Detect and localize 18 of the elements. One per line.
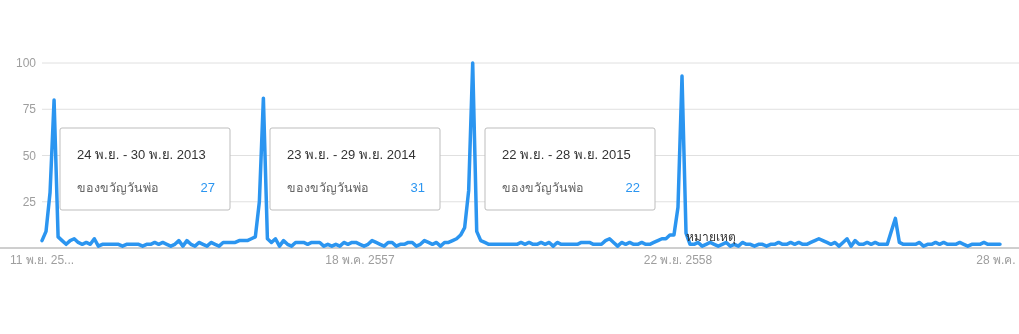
x-tick-label: 11 พ.ย. 25... [9,253,75,267]
annotation: 22 พ.ย. - 28 พ.ย. 2015 [502,147,631,162]
series-label: ของขวัญวันพ่อ [77,181,159,195]
y-tick-label: 100 [15,56,37,71]
text: ของขวัญวันพ่อ [502,181,584,195]
text: ของขวัญวันพ่อ [287,181,369,195]
y-tick-label: 75 [22,102,37,117]
x-tick-label: 28 พ.ค. [976,253,1016,267]
annotation: 24 พ.ย. - 30 พ.ย. 2013 [77,147,206,162]
x-tick-label: 22 พ.ย. 2558 [643,253,713,267]
annotation: 31 [410,180,425,195]
y-tick-label: 50 [22,148,37,163]
x-tick-label: 18 พ.ค. 2557 [325,253,395,267]
annotation: 23 พ.ย. - 29 พ.ย. 2014 [287,147,416,162]
y-tick-label: 25 [22,194,37,209]
annotation: 27 [200,180,215,195]
annotation: 22 [625,180,640,195]
line-series [40,61,1002,248]
